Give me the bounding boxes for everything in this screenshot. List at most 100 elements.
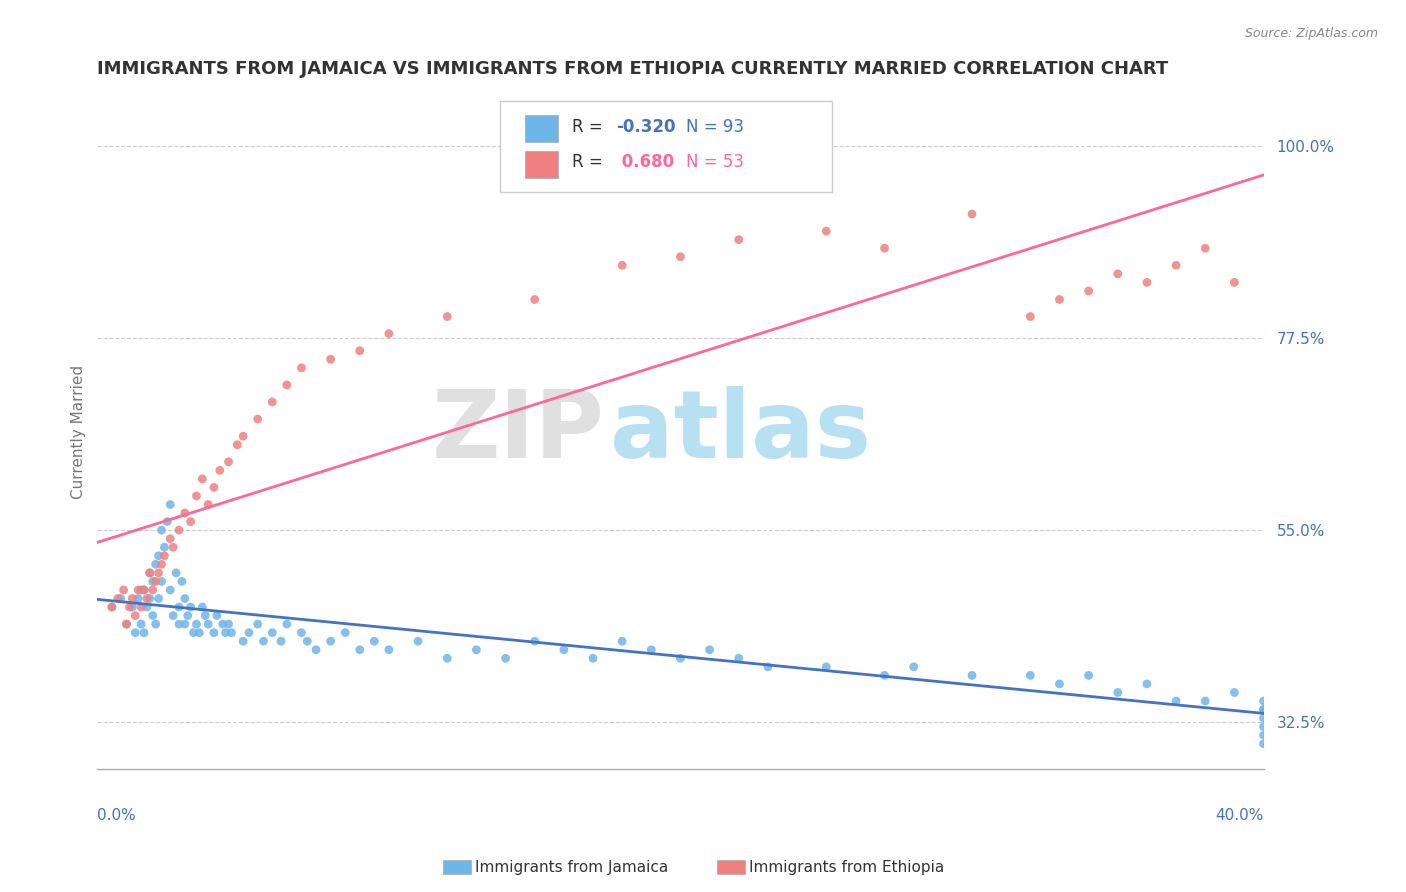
Point — [756, 660, 779, 674]
Point — [553, 642, 575, 657]
Point — [305, 642, 328, 657]
Point — [495, 651, 517, 665]
Point — [186, 617, 208, 632]
Point — [221, 625, 243, 640]
Text: R =: R = — [572, 118, 607, 136]
Point — [1253, 702, 1275, 716]
Text: Immigrants from Jamaica: Immigrants from Jamaica — [475, 860, 668, 874]
Point — [1019, 310, 1042, 324]
Point — [180, 515, 202, 529]
Point — [406, 634, 429, 648]
Point — [115, 617, 138, 632]
Point — [101, 600, 124, 615]
Text: 40.0%: 40.0% — [1215, 808, 1264, 822]
Point — [1136, 677, 1159, 691]
Point — [110, 591, 132, 606]
Point — [1164, 694, 1187, 708]
Point — [191, 600, 214, 615]
Point — [132, 582, 155, 597]
Point — [153, 540, 176, 554]
Point — [276, 617, 298, 632]
Point — [135, 600, 157, 615]
Point — [142, 608, 165, 623]
Point — [101, 600, 124, 615]
Point — [156, 515, 179, 529]
Point — [202, 480, 225, 494]
Point — [170, 574, 193, 589]
Point — [165, 566, 187, 580]
Point — [124, 608, 146, 623]
Point — [727, 233, 749, 247]
Text: -0.320: -0.320 — [616, 118, 676, 136]
Point — [523, 634, 546, 648]
Point — [121, 591, 143, 606]
Point — [436, 310, 458, 324]
Point — [148, 549, 170, 563]
Point — [436, 651, 458, 665]
Point — [290, 360, 312, 375]
Point — [150, 574, 173, 589]
Point — [246, 617, 269, 632]
Point — [162, 608, 184, 623]
Point — [1077, 668, 1099, 682]
Point — [167, 523, 190, 537]
Point — [238, 625, 260, 640]
Text: IMMIGRANTS FROM JAMAICA VS IMMIGRANTS FROM ETHIOPIA CURRENTLY MARRIED CORRELATIO: IMMIGRANTS FROM JAMAICA VS IMMIGRANTS FR… — [97, 60, 1168, 78]
Point — [197, 498, 219, 512]
Point — [1019, 668, 1042, 682]
Point — [205, 608, 228, 623]
Point — [873, 241, 896, 255]
Point — [1253, 720, 1275, 734]
Point — [1107, 267, 1129, 281]
Point — [960, 668, 983, 682]
Point — [582, 651, 605, 665]
Point — [727, 651, 749, 665]
Point — [115, 617, 138, 632]
Point — [1253, 711, 1275, 725]
Point — [1253, 694, 1275, 708]
Text: N = 93: N = 93 — [686, 118, 744, 136]
Text: N = 53: N = 53 — [686, 153, 744, 171]
Point — [297, 634, 319, 648]
Point — [290, 625, 312, 640]
Point — [159, 498, 181, 512]
Point — [142, 574, 165, 589]
Point — [815, 660, 838, 674]
Point — [153, 549, 176, 563]
Point — [173, 591, 195, 606]
Point — [1223, 685, 1246, 699]
Point — [1077, 284, 1099, 298]
Text: Source: ZipAtlas.com: Source: ZipAtlas.com — [1244, 27, 1378, 40]
Point — [1194, 694, 1216, 708]
Point — [129, 582, 152, 597]
Point — [333, 625, 356, 640]
Text: Immigrants from Ethiopia: Immigrants from Ethiopia — [749, 860, 945, 874]
Point — [363, 634, 385, 648]
Point — [1194, 241, 1216, 255]
Point — [1164, 258, 1187, 272]
Point — [177, 608, 200, 623]
Point — [610, 258, 633, 272]
Point — [180, 600, 202, 615]
Point — [873, 668, 896, 682]
Text: ZIP: ZIP — [432, 386, 605, 478]
Point — [319, 352, 342, 367]
Point — [262, 625, 284, 640]
Point — [226, 438, 249, 452]
Point — [121, 600, 143, 615]
Point — [252, 634, 274, 648]
Point — [960, 207, 983, 221]
Text: R =: R = — [572, 153, 607, 171]
Point — [191, 472, 214, 486]
Point — [173, 617, 195, 632]
Y-axis label: Currently Married: Currently Married — [72, 365, 86, 499]
Bar — [526, 151, 558, 178]
Point — [167, 617, 190, 632]
Point — [262, 395, 284, 409]
Point — [1049, 293, 1071, 307]
Point — [903, 660, 925, 674]
Point — [159, 582, 181, 597]
Point — [150, 558, 173, 572]
Point — [1049, 677, 1071, 691]
Point — [139, 591, 162, 606]
